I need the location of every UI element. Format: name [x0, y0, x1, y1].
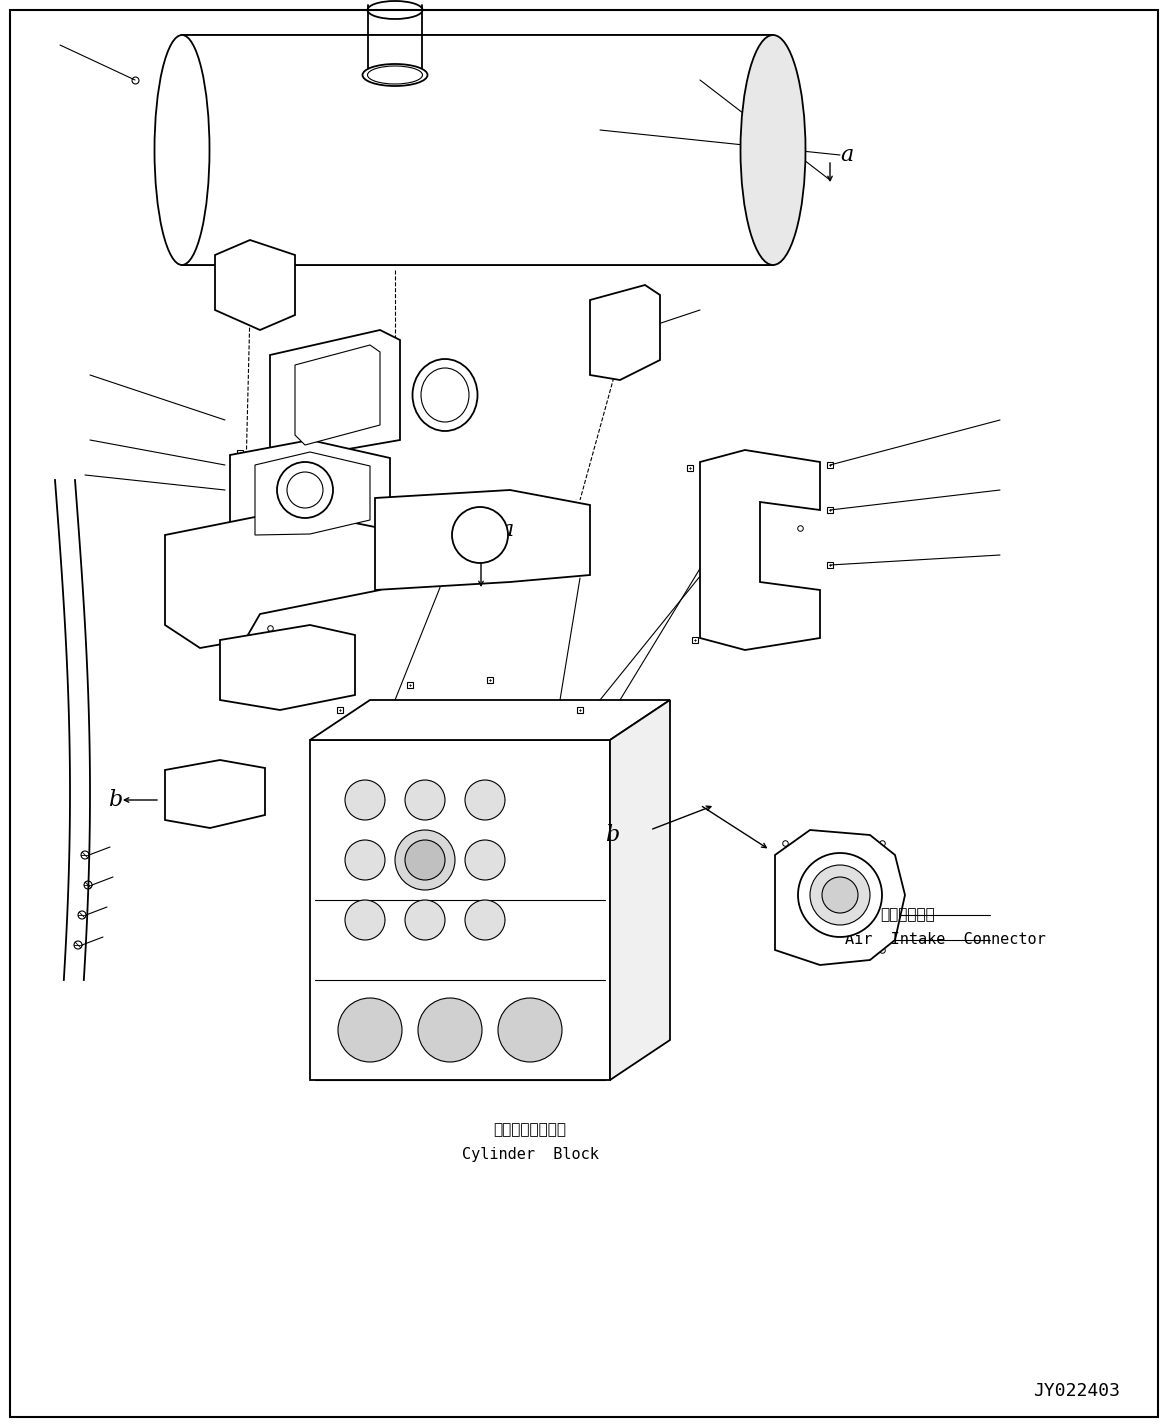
Circle shape: [452, 507, 508, 564]
Bar: [310, 741, 610, 1080]
Circle shape: [277, 462, 333, 518]
Circle shape: [84, 880, 92, 889]
Circle shape: [395, 831, 456, 890]
Circle shape: [822, 878, 858, 913]
Circle shape: [345, 841, 385, 880]
Text: a: a: [500, 519, 513, 541]
Circle shape: [345, 900, 385, 940]
Circle shape: [81, 850, 89, 859]
Polygon shape: [296, 345, 380, 445]
Polygon shape: [270, 330, 399, 459]
Text: b: b: [605, 823, 619, 846]
Polygon shape: [776, 831, 905, 965]
Circle shape: [405, 841, 445, 880]
Ellipse shape: [154, 36, 209, 265]
Circle shape: [405, 900, 445, 940]
Circle shape: [287, 472, 324, 508]
Ellipse shape: [368, 1, 423, 19]
Text: JY022403: JY022403: [1033, 1381, 1120, 1400]
Circle shape: [465, 900, 505, 940]
Polygon shape: [310, 701, 670, 741]
Circle shape: [798, 853, 882, 938]
Circle shape: [418, 997, 482, 1062]
Ellipse shape: [741, 36, 806, 265]
Circle shape: [465, 841, 505, 880]
Circle shape: [405, 781, 445, 821]
Bar: [182, 36, 772, 265]
Circle shape: [498, 997, 562, 1062]
Ellipse shape: [420, 368, 470, 422]
Circle shape: [345, 781, 385, 821]
Text: a: a: [840, 144, 854, 166]
Text: シリンダブロック: シリンダブロック: [494, 1123, 566, 1137]
Ellipse shape: [412, 360, 478, 431]
Text: 吸気コネクタ: 吸気コネクタ: [880, 908, 934, 922]
Circle shape: [338, 997, 402, 1062]
Polygon shape: [165, 761, 265, 828]
Polygon shape: [700, 450, 820, 651]
Ellipse shape: [368, 66, 423, 84]
Circle shape: [465, 781, 505, 821]
Polygon shape: [230, 440, 390, 545]
Polygon shape: [610, 701, 670, 1080]
Text: Air  Intake  Connector: Air Intake Connector: [844, 932, 1045, 948]
Polygon shape: [590, 285, 660, 380]
Polygon shape: [375, 489, 590, 589]
Ellipse shape: [362, 64, 427, 86]
Circle shape: [809, 865, 870, 925]
Polygon shape: [220, 625, 355, 711]
Polygon shape: [165, 509, 380, 648]
Polygon shape: [215, 240, 296, 330]
Circle shape: [78, 910, 86, 919]
Text: b: b: [107, 789, 123, 811]
Circle shape: [74, 940, 82, 949]
Text: Cylinder  Block: Cylinder Block: [461, 1147, 598, 1163]
Polygon shape: [255, 452, 370, 535]
